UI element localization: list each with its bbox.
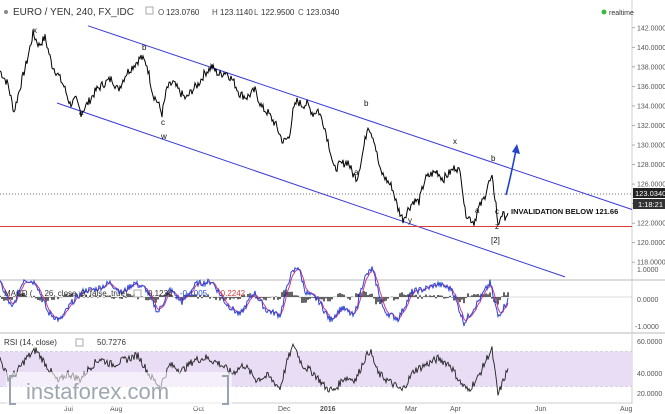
wave-label: b [491, 154, 496, 163]
wave-label: a [475, 206, 480, 215]
time-tick: Dec [278, 406, 291, 413]
open-value: 123.0760 [166, 8, 200, 17]
invalidation-annotation: INVALIDATION BELOW 121.66 [511, 207, 618, 216]
macd-hist-value: 0.1236 [148, 289, 173, 298]
price-tick-label: 140.0000 [637, 45, 665, 52]
macd-tick: -1.0000 [635, 324, 659, 331]
wave-label: z [495, 222, 499, 231]
macd-axis: 1.0000 0.0000 -1.0000 [635, 267, 659, 331]
projection-arrow-head [512, 144, 520, 154]
macd-legend: MACD ( , 26, close, 9, false, true) 0.12… [4, 289, 246, 298]
realtime-dot-icon [601, 9, 607, 15]
high-value: 123.1140 [220, 8, 253, 17]
channel-lower-line [56, 102, 566, 278]
wave-labels: x a b c w x b a y x b a c z [2] [33, 26, 500, 245]
wave-label: [2] [491, 236, 500, 245]
wave-label: c [161, 118, 165, 127]
wave-label: c [495, 207, 499, 216]
rsi-legend-label: RSI (14, close) [4, 338, 57, 347]
wave-label: b [142, 43, 147, 52]
high-label: H [212, 8, 218, 17]
time-tick: Apr [450, 406, 462, 413]
wave-label: w [160, 132, 167, 141]
time-tick: 2016 [320, 406, 336, 413]
rsi-tick: 40.0000 [637, 371, 662, 378]
close-label: C [298, 8, 304, 17]
rsi-value: 50.7276 [97, 338, 126, 347]
time-axis: Jul Aug Oct Dec 2016 Mar Apr Jun Aug [64, 406, 633, 413]
macd-tick: 1.0000 [637, 267, 659, 274]
time-tick: Oct [193, 406, 204, 413]
countdown-tag [633, 199, 665, 209]
wave-label: a [354, 168, 359, 177]
time-tick: Jul [64, 406, 73, 413]
open-label: O [158, 8, 164, 17]
watermark-bracket-left-icon [9, 375, 16, 405]
price-tick-label: 122.0000 [637, 221, 665, 228]
last-price-value: 123.0340 [635, 189, 665, 198]
macd-line [0, 266, 509, 327]
wave-label: y [408, 216, 412, 225]
price-tick-label: 126.0000 [637, 182, 665, 189]
realtime-label: realtime [609, 10, 634, 17]
rsi-tick: 20.0000 [637, 391, 662, 398]
price-tick-label: 134.0000 [637, 103, 665, 110]
macd-line-value: -0.1005 [180, 289, 208, 298]
collapse-icon[interactable] [4, 10, 8, 14]
price-tick-label: 132.0000 [637, 123, 665, 130]
price-tick-label: 136.0000 [637, 84, 665, 91]
wave-label: x [453, 137, 457, 146]
chart-header: EURO / YEN, 240, FX_IDC O 123.0760 H 123… [4, 6, 634, 18]
price-tick-label: 138.0000 [637, 64, 665, 71]
watermark: instaforex.com [6, 372, 232, 408]
price-line [0, 29, 509, 226]
watermark-bracket-right-icon [222, 375, 229, 405]
rsi-settings-icon[interactable] [75, 338, 84, 347]
projection-arrow-shaft [505, 149, 517, 196]
price-tick-label: 118.0000 [637, 260, 665, 267]
projection-arrow [505, 144, 520, 196]
wave-label: a [79, 108, 84, 117]
settings-icon[interactable] [145, 6, 154, 15]
price-tick-label: 120.0000 [637, 240, 665, 247]
watermark-box [6, 372, 232, 408]
price-tick-label: 130.0000 [637, 143, 665, 150]
rsi-legend: RSI (14, close) 50.7276 [4, 338, 126, 347]
wave-label: x [210, 61, 214, 70]
macd-tick: 0.0000 [637, 297, 659, 304]
time-tick: Mar [405, 406, 418, 413]
countdown-value: 1:18:21 [638, 200, 663, 209]
wave-label: b [364, 99, 369, 108]
wave-label: x [33, 26, 37, 35]
macd-plot [0, 266, 632, 327]
low-label: L [254, 8, 259, 17]
price-tick-label: 128.0000 [637, 162, 665, 169]
trend-channel [56, 25, 633, 278]
close-value: 123.0340 [306, 8, 340, 17]
time-tick: Jun [535, 406, 546, 413]
price-tick-label: 142.0000 [637, 25, 665, 32]
channel-upper-line [87, 25, 633, 210]
macd-legend-params: , 26, close, 9, false, true) [40, 289, 128, 298]
macd-legend-prefix: MACD ( [4, 289, 33, 298]
rsi-tick: 60.0000 [637, 339, 662, 346]
low-value: 122.9500 [261, 8, 295, 17]
last-price-tag [633, 188, 665, 198]
symbol-title: EURO / YEN, 240, FX_IDC [13, 7, 134, 18]
macd-signal-value: -0.2242 [218, 289, 246, 298]
rsi-axis: 60.0000 40.0000 20.0000 [637, 339, 662, 398]
macd-settings-icon[interactable] [133, 289, 142, 298]
watermark-text: instaforex.com [26, 379, 169, 404]
time-tick: Aug [620, 406, 633, 413]
time-tick: Aug [110, 406, 123, 413]
